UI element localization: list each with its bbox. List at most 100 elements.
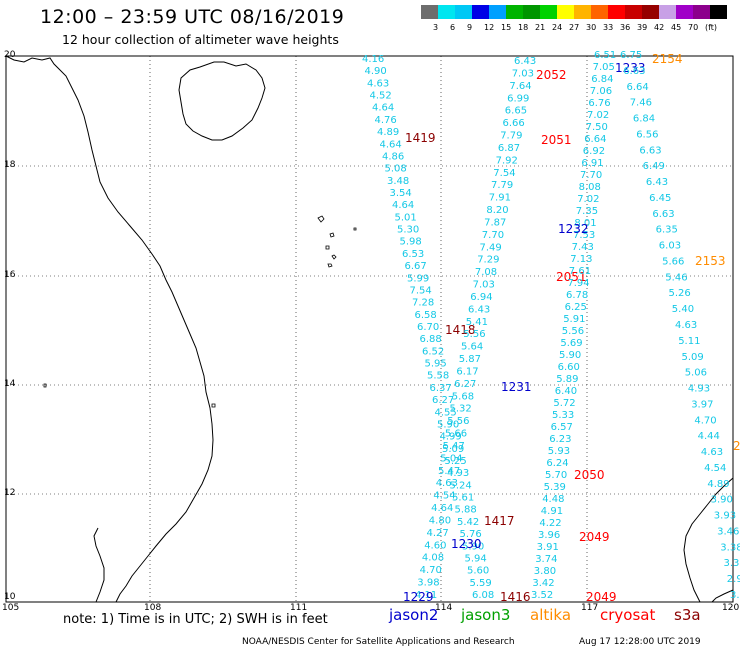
pass-time-label: 2051 [541, 133, 572, 147]
wave-height-value: 8.08 [579, 182, 601, 193]
wave-height-value: 6.84 [591, 74, 613, 85]
wave-height-value: 6.63 [639, 145, 661, 156]
wave-height-value: 4.16 [362, 54, 384, 65]
wave-height-value: 6.37 [430, 383, 452, 394]
wave-height-value: 4.90 [365, 66, 387, 77]
wave-height-value: 7.02 [577, 194, 599, 205]
wave-height-value: 7.28 [412, 298, 434, 309]
wave-height-value: 3.96 [538, 530, 560, 541]
legend-s3a: s3a [674, 606, 701, 624]
wave-height-value: 5.01 [395, 212, 417, 223]
wave-height-value: 4.99 [440, 432, 462, 443]
wave-height-value: 7.94 [567, 278, 589, 289]
scale-label: 70 [688, 23, 699, 32]
wave-height-value: 4.44 [698, 431, 720, 442]
wave-height-value: 7.05 [593, 62, 615, 73]
scale-label: 21 [535, 23, 546, 32]
wave-height-value: 6.45 [649, 193, 671, 204]
wave-height-value: 3.91 [537, 542, 559, 553]
map-grid [6, 56, 733, 602]
wave-height-value: 5.61 [452, 493, 474, 504]
wave-height-value: 6.63 [652, 209, 674, 220]
wave-height-value: 5.32 [450, 404, 472, 415]
vietnam-coastline [5, 55, 214, 603]
scale-label: 18 [518, 23, 529, 32]
wave-height-value: 6.23 [549, 434, 571, 445]
scale-swatch [710, 5, 727, 19]
wave-height-value: 4.91 [541, 506, 563, 517]
wave-height-value: 6.92 [583, 146, 605, 157]
wave-height-value: 4.54 [704, 463, 726, 474]
scale-swatch [676, 5, 693, 19]
wave-height-value: 4.60 [424, 540, 446, 551]
wave-height-value: 3.3 [724, 558, 740, 569]
pass-time-label: 1233 [615, 61, 646, 75]
lat-label-12: 12 [4, 488, 16, 498]
wave-height-value: 4.63 [367, 78, 389, 89]
wave-height-value: 5.64 [461, 342, 483, 353]
wave-height-value: 6.67 [405, 261, 427, 272]
scale-label: 33 [603, 23, 614, 32]
wave-height-value: 4.11 [415, 590, 437, 601]
scale-label: 12 [484, 23, 495, 32]
wave-height-value: 5.90 [437, 420, 459, 431]
wave-height-value: 4.27 [427, 528, 449, 539]
wave-height-value: 5.56 [447, 416, 469, 427]
page-subtitle: 12 hour collection of altimeter wave hei… [62, 32, 339, 47]
wave-height-value: 4.22 [539, 518, 561, 529]
wave-height-value: 5.68 [452, 391, 474, 402]
wave-height-value: 6.65 [505, 106, 527, 117]
wave-height-value: 6.43 [514, 56, 536, 67]
scale-label: 39 [637, 23, 648, 32]
wave-height-value: 6.66 [503, 118, 525, 129]
wave-height-value: 6.49 [643, 161, 665, 172]
wave-height-value: 7.46 [630, 98, 652, 109]
wave-height-value: 5.47 [438, 466, 460, 477]
scale-swatch [591, 5, 608, 19]
wave-height-value: 5.93 [548, 446, 570, 457]
wave-height-value: 5.95 [425, 359, 447, 370]
wave-height-value: 5.56 [562, 326, 584, 337]
scale-swatch [659, 5, 676, 19]
wave-height-value: 5.70 [545, 470, 567, 481]
pass-time-label: 2 [733, 439, 740, 453]
wave-height-value: 3.54 [390, 188, 412, 199]
wave-height-value: 7.35 [576, 206, 598, 217]
wave-height-value: 6.17 [456, 367, 478, 378]
scale-label: 6 [450, 23, 456, 32]
pass-time-label: 2051 [556, 270, 587, 284]
wave-height-value: 7.06 [590, 86, 612, 97]
wave-height-value: 7.03 [473, 280, 495, 291]
wave-height-value: 7.54 [410, 286, 432, 297]
wave-height-value: 7.29 [477, 255, 499, 266]
wave-height-value: 5.66 [445, 429, 467, 440]
wave-height-value: 3.93 [714, 511, 736, 522]
scale-label: 30 [586, 23, 597, 32]
pass-time-label: 2154 [652, 52, 683, 66]
scale-label: (ft) [705, 23, 718, 32]
scale-swatch [574, 5, 591, 19]
legend-jason2: jason2 [389, 606, 439, 624]
wave-height-value: 5.40 [672, 304, 694, 315]
wave-height-value: 2.9 [727, 574, 740, 585]
wave-height-value: 4.08 [422, 553, 444, 564]
wave-height-value: 5.98 [400, 237, 422, 248]
pass-time-label: 1230 [451, 537, 482, 551]
wave-height-value: 4.63 [675, 320, 697, 331]
wave-height-value: 7.61 [569, 266, 591, 277]
legend-jason3: jason3 [461, 606, 511, 624]
pass-time-label: 2049 [579, 530, 610, 544]
wave-height-value: 5.99 [407, 273, 429, 284]
scale-swatch [625, 5, 642, 19]
wave-height-value: 4.64 [372, 103, 394, 114]
wave-height-value: 7.08 [475, 267, 497, 278]
hainan-coastline [178, 61, 266, 141]
scale-swatch [489, 5, 506, 19]
wave-height-value: 5.39 [544, 482, 566, 493]
wave-height-value: 3.98 [417, 578, 439, 589]
wave-height-value: 6.58 [415, 310, 437, 321]
wave-height-value: 4.89 [377, 127, 399, 138]
wave-height-value: 7.54 [493, 168, 515, 179]
wave-height-value: 3.97 [691, 399, 713, 410]
map-frame [5, 55, 734, 603]
